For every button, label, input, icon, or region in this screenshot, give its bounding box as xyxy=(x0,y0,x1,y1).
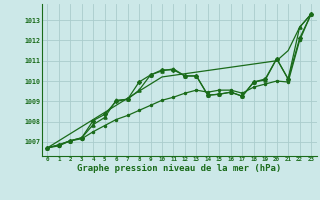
X-axis label: Graphe pression niveau de la mer (hPa): Graphe pression niveau de la mer (hPa) xyxy=(77,164,281,173)
